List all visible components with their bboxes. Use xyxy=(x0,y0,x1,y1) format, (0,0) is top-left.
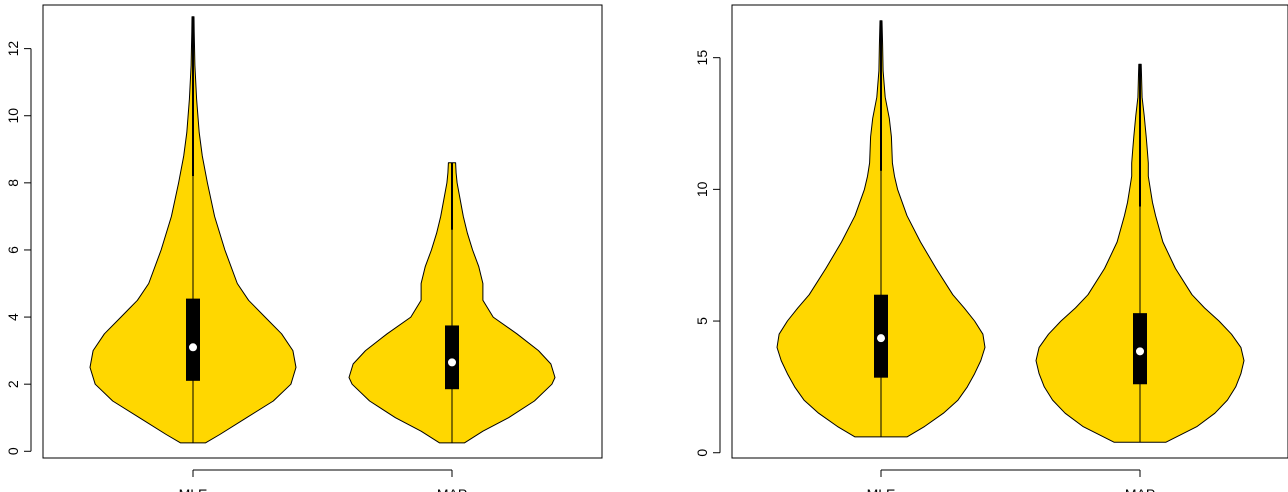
x-tick-label-mle: MLE xyxy=(867,486,896,492)
y-tick-label: 0 xyxy=(694,449,710,457)
chart-panel-2: 0 5 10 15 MLE MAP xyxy=(694,4,1288,492)
y-tick-label: 4 xyxy=(5,313,21,321)
iqr-box-map xyxy=(445,325,459,390)
y-tick-label: 8 xyxy=(5,179,21,187)
plot-frame xyxy=(731,4,1288,459)
y-tick-label: 10 xyxy=(694,181,710,197)
chart-panel-1: 0 2 4 6 8 10 12 MLE MAP xyxy=(5,4,603,492)
median-point-mle xyxy=(189,343,197,352)
median-point-mle xyxy=(877,334,885,343)
y-tick-label: 0 xyxy=(5,447,21,455)
y-tick-label: 10 xyxy=(5,108,21,124)
median-point-map xyxy=(448,358,456,367)
y-tick-label: 12 xyxy=(5,41,21,57)
median-point-map xyxy=(1136,347,1144,356)
x-tick-label-map: MAP xyxy=(1125,486,1155,492)
plot-frame xyxy=(42,4,603,459)
iqr-box-mle xyxy=(186,298,200,381)
y-tick-label: 15 xyxy=(694,50,710,66)
y-tick-label: 2 xyxy=(5,380,21,388)
y-tick-label: 6 xyxy=(5,246,21,254)
x-tick-label-mle: MLE xyxy=(179,486,208,492)
y-tick-label: 5 xyxy=(694,317,710,325)
x-tick-label-map: MAP xyxy=(437,486,467,492)
